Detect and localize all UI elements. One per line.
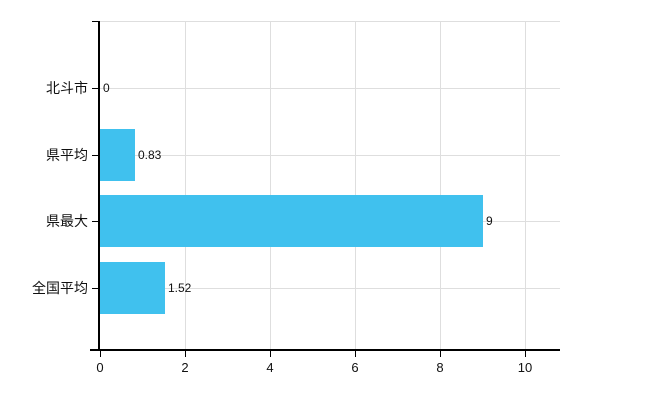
horizontal-gridline xyxy=(100,288,560,289)
y-axis-tick xyxy=(92,88,99,89)
category-label: 県平均 xyxy=(46,147,88,163)
horizontal-gridline xyxy=(100,88,560,89)
vertical-gridline xyxy=(270,21,271,350)
category-label: 全国平均 xyxy=(32,280,88,296)
y-axis-line xyxy=(98,21,100,350)
y-axis-tick xyxy=(92,221,99,222)
x-axis-tick-label: 10 xyxy=(517,360,533,375)
x-axis-tick xyxy=(185,351,186,357)
x-axis-line xyxy=(90,349,560,351)
x-axis-tick xyxy=(100,351,101,357)
x-axis-tick xyxy=(355,351,356,357)
category-label: 県最大 xyxy=(46,213,88,229)
y-axis-tick xyxy=(92,155,99,156)
bar-value-label: 0 xyxy=(103,81,110,95)
x-axis-tick xyxy=(270,351,271,357)
bar-value-label: 9 xyxy=(486,214,493,228)
x-axis-tick-label: 8 xyxy=(436,360,444,375)
x-axis-tick-label: 4 xyxy=(266,360,274,375)
vertical-gridline xyxy=(355,21,356,350)
x-axis-tick-label: 6 xyxy=(351,360,359,375)
horizontal-gridline xyxy=(100,155,560,156)
vertical-gridline xyxy=(185,21,186,350)
bar xyxy=(100,195,483,247)
y-axis-tick xyxy=(92,21,99,22)
x-axis-tick-label: 2 xyxy=(181,360,189,375)
x-axis-tick xyxy=(440,351,441,357)
category-label: 北斗市 xyxy=(46,80,88,96)
bar-value-label: 1.52 xyxy=(168,281,192,295)
x-axis-tick-label: 0 xyxy=(96,360,104,375)
plot-top-border xyxy=(98,21,560,22)
vertical-gridline xyxy=(440,21,441,350)
vertical-gridline xyxy=(525,21,526,350)
bar xyxy=(100,262,165,314)
x-axis-tick xyxy=(525,351,526,357)
y-axis-tick xyxy=(92,288,99,289)
bar xyxy=(100,129,135,181)
bar-value-label: 0.83 xyxy=(138,148,162,162)
